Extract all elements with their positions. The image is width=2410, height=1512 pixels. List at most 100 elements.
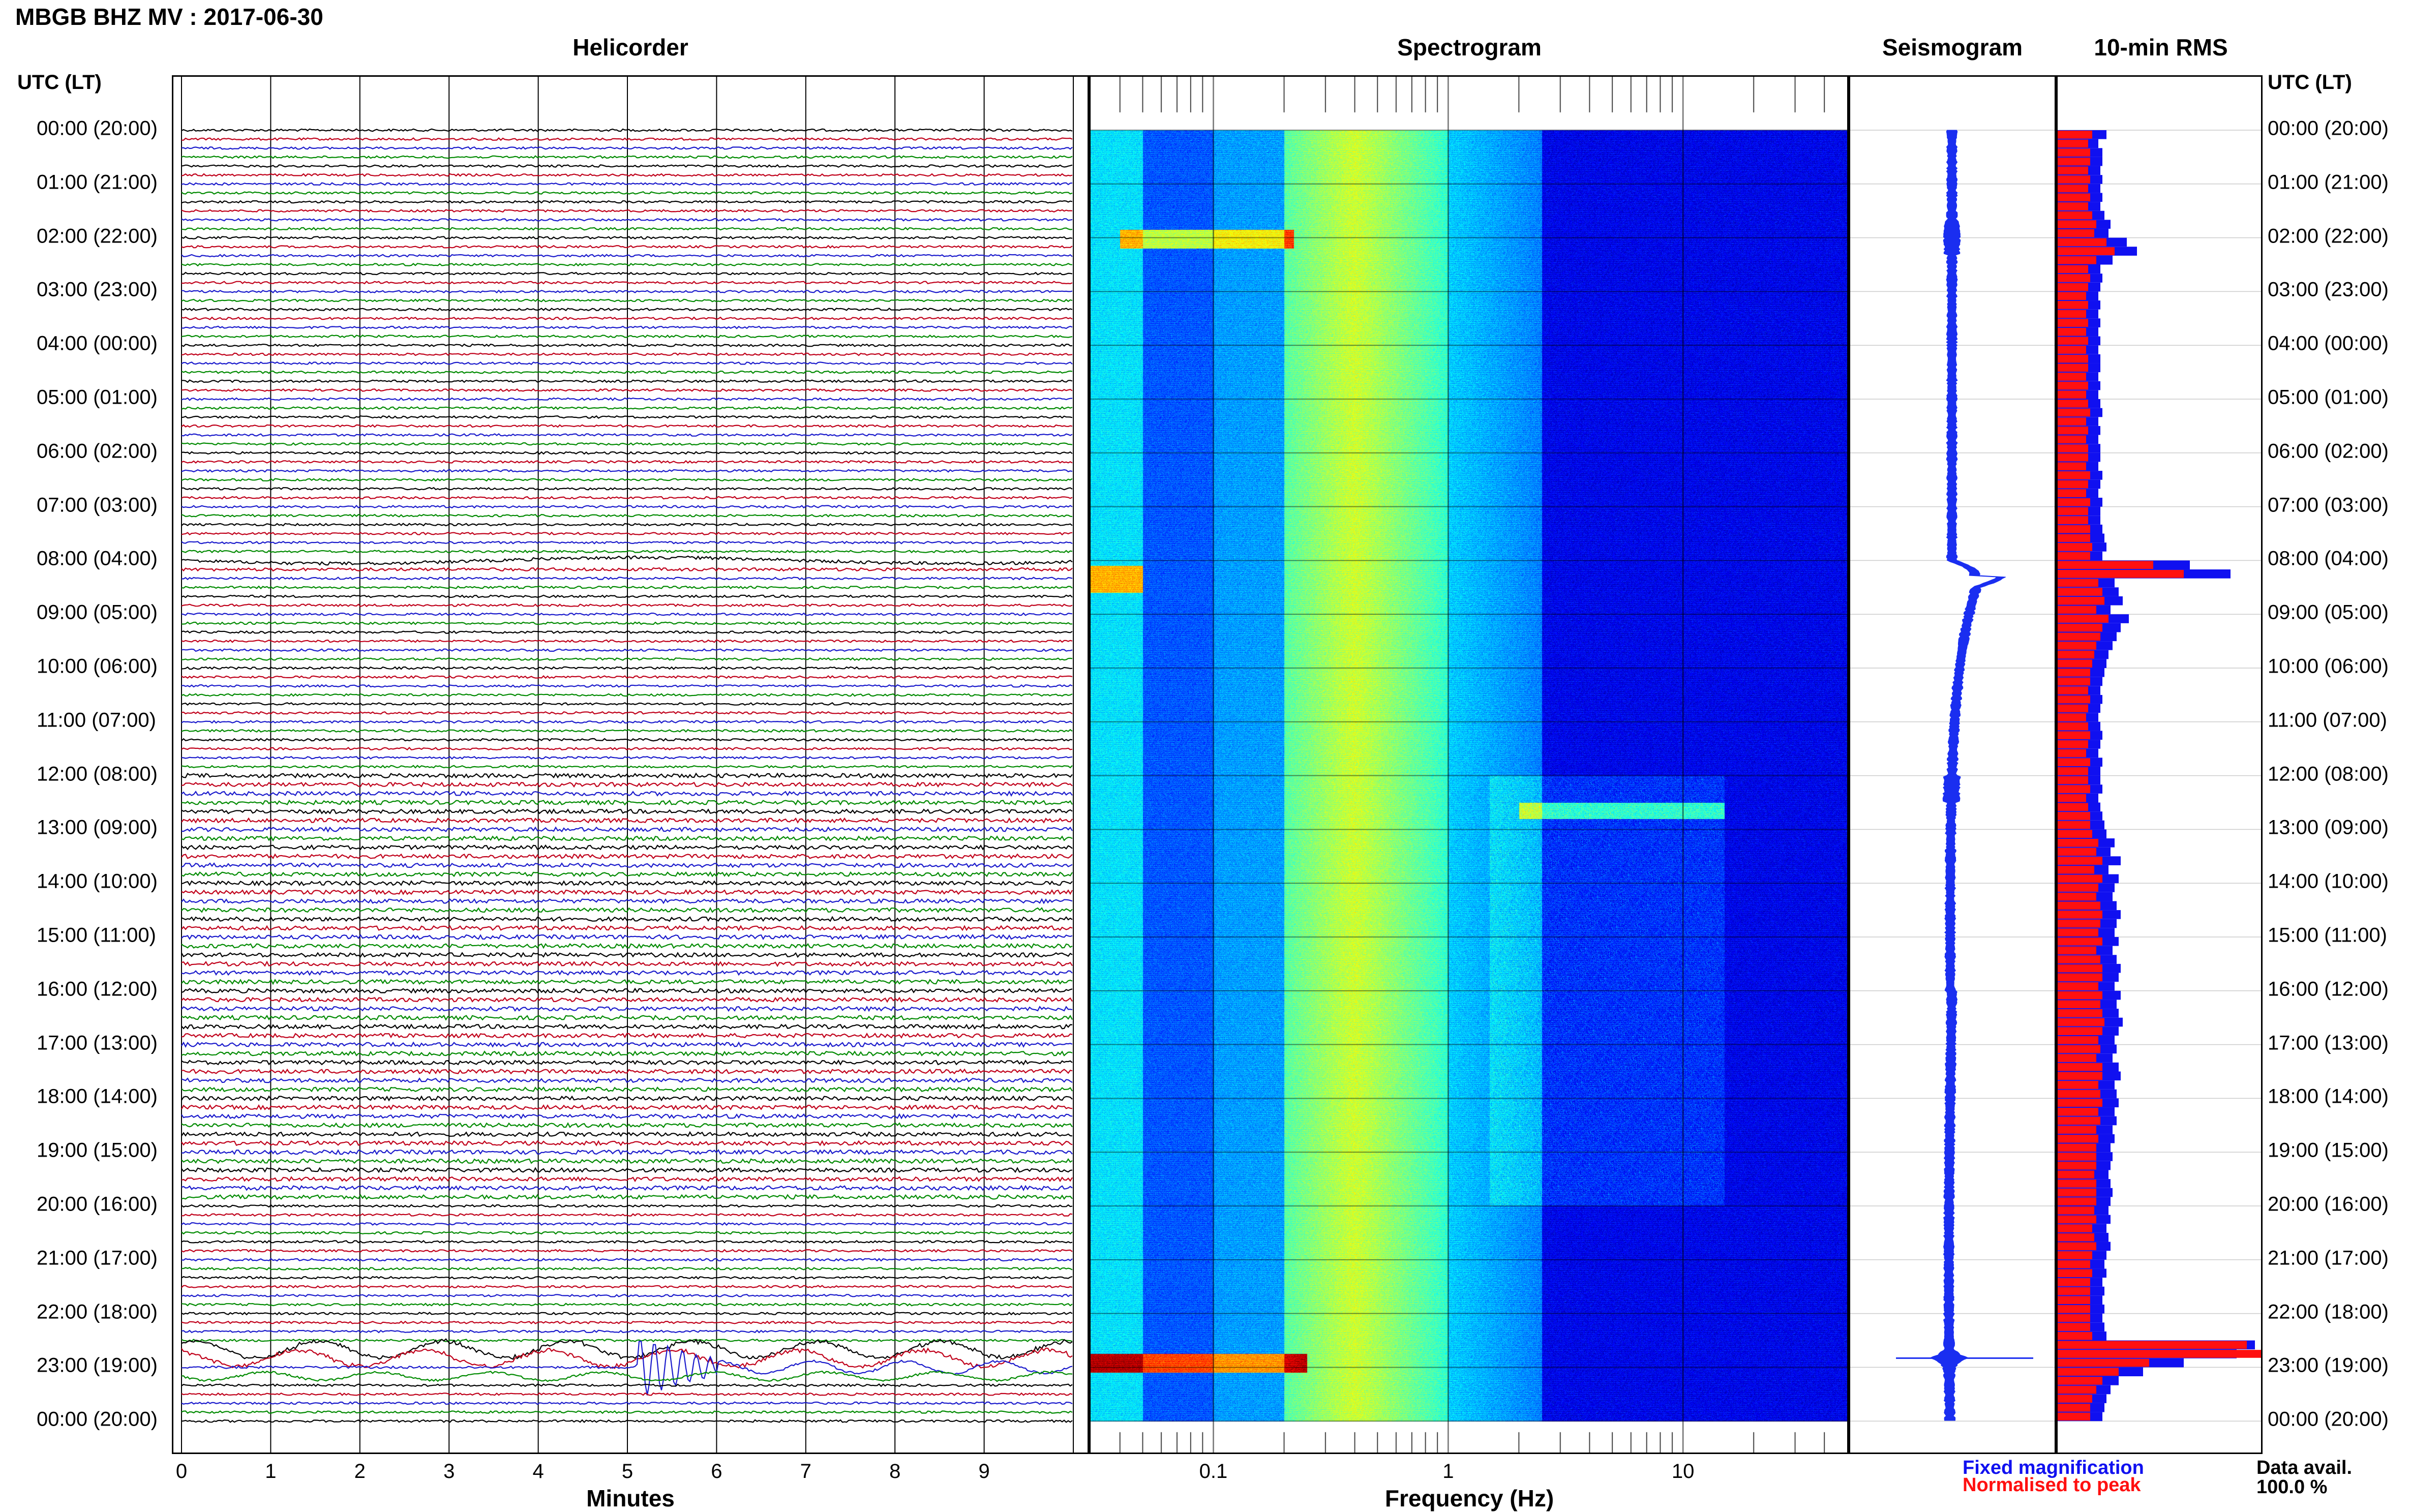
rms-bar-normalised	[2058, 669, 2090, 677]
time-label-right: 23:00 (19:00)	[2268, 1354, 2389, 1377]
rms-bar-normalised	[2058, 552, 2090, 560]
helicorder-trace	[181, 379, 1073, 383]
rms-bar-normalised	[2058, 561, 2153, 569]
rms-bar-normalised	[2058, 1305, 2090, 1313]
rms-bar-normalised	[2058, 247, 2115, 255]
helicorder-x-axis-title: Minutes	[586, 1485, 675, 1511]
seismogram-title: Seismogram	[1882, 34, 2023, 61]
helicorder-trace	[181, 1340, 1073, 1396]
rms-bar-normalised	[2058, 417, 2086, 426]
rms-bar-normalised	[2058, 588, 2102, 596]
rms-plot	[2058, 130, 2261, 1422]
helicorder-trace	[181, 191, 1073, 195]
rms-bar-normalised	[2058, 1081, 2098, 1089]
helicorder-trace	[181, 1023, 1073, 1030]
rms-bar-normalised	[2058, 1188, 2096, 1197]
rms-bar-normalised	[2058, 1278, 2090, 1286]
time-label-right: 13:00 (09:00)	[2268, 816, 2389, 839]
helicorder-title: Helicorder	[573, 34, 688, 61]
time-label-right: 09:00 (05:00)	[2268, 601, 2389, 624]
helicorder-trace	[181, 316, 1073, 320]
helicorder-trace	[181, 1311, 1073, 1316]
rms-bar-normalised	[2058, 238, 2106, 247]
helicorder-trace	[181, 1370, 1073, 1382]
time-label-right: 12:00 (08:00)	[2268, 763, 2389, 785]
helicorder-trace	[182, 577, 1073, 581]
helicorder-trace	[181, 1239, 1073, 1244]
helicorder-trace	[181, 657, 1073, 661]
time-label-right: 18:00 (14:00)	[2268, 1085, 2389, 1108]
helicorder-trace	[181, 415, 1073, 419]
rms-bar-normalised	[2058, 354, 2088, 363]
helicorder-trace	[181, 478, 1073, 482]
time-label-left: 09:00 (05:00)	[37, 601, 158, 624]
helicorder-trace	[181, 209, 1073, 213]
rms-bar-normalised	[2058, 1045, 2100, 1053]
helicorder-trace	[181, 1303, 1073, 1307]
rms-bar-normalised	[2058, 435, 2086, 444]
helicorder-trace	[181, 1276, 1073, 1280]
helicorder-trace	[181, 729, 1073, 733]
helicorder-trace	[181, 1410, 1073, 1414]
rms-bar-normalised	[2058, 1126, 2096, 1134]
rms-bar-normalised	[2058, 283, 2088, 291]
helicorder-trace	[181, 790, 1073, 797]
helicorder-trace	[181, 555, 1073, 566]
helicorder-trace	[181, 469, 1073, 473]
helicorder-trace	[181, 684, 1073, 688]
helicorder-trace	[181, 281, 1073, 285]
helicorder-trace	[181, 808, 1073, 815]
rms-bar-normalised	[2058, 579, 2098, 587]
time-label-left: 22:00 (18:00)	[37, 1301, 158, 1323]
helicorder-trace	[181, 352, 1073, 356]
helicorder-trace	[181, 388, 1073, 392]
rms-bar-normalised	[2058, 776, 2088, 784]
rms-bar-normalised	[2058, 677, 2090, 686]
rms-bar-normalised	[2058, 606, 2096, 614]
rms-bar-normalised	[2058, 220, 2096, 228]
helicorder-trace	[181, 442, 1073, 446]
rms-bar-normalised	[2058, 1099, 2102, 1107]
helicorder-trace	[181, 1401, 1073, 1405]
helicorder-trace	[181, 1194, 1073, 1200]
rms-bar-normalised	[2058, 157, 2090, 166]
helicorder-trace	[181, 334, 1073, 339]
helicorder-x-tick: 1	[265, 1460, 277, 1483]
time-label-left: 03:00 (23:00)	[37, 278, 158, 301]
rms-bar-normalised	[2058, 193, 2090, 202]
helicorder-trace	[181, 781, 1073, 788]
helicorder-trace	[181, 1204, 1073, 1208]
rms-bar-normalised	[2058, 570, 2184, 578]
time-label-left: 14:00 (10:00)	[37, 870, 158, 893]
rms-bar-normalised	[2058, 1090, 2100, 1098]
rms-bar-normalised	[2058, 803, 2088, 811]
time-label-left: 11:00 (07:00)	[37, 709, 156, 732]
rms-bar-normalised	[2058, 1412, 2090, 1421]
rms-bar-normalised	[2058, 390, 2086, 399]
helicorder-trace	[181, 978, 1073, 985]
time-label-right: 19:00 (15:00)	[2268, 1139, 2389, 1162]
rms-bar-normalised	[2058, 1395, 2092, 1403]
helicorder-trace	[181, 1113, 1073, 1120]
rms-bar-normalised	[2058, 615, 2108, 623]
time-label-left: 06:00 (02:00)	[37, 440, 158, 463]
helicorder-x-tick: 2	[354, 1460, 366, 1483]
helicorder-trace	[181, 460, 1073, 464]
rms-bar-normalised	[2058, 453, 2088, 462]
time-label-left: 12:00 (08:00)	[37, 763, 158, 785]
helicorder-trace	[181, 1158, 1073, 1164]
seismogram-trace	[1929, 130, 2006, 1421]
helicorder-plot	[181, 77, 1074, 1453]
helicorder-trace	[181, 1213, 1073, 1217]
rms-bar-normalised	[2058, 731, 2090, 740]
helicorder-trace	[181, 1050, 1073, 1057]
rms-bar-normalised	[2058, 1233, 2094, 1242]
rms-bar-normalised	[2058, 1215, 2096, 1224]
helicorder-trace	[181, 227, 1073, 231]
rms-bar-normalised	[2058, 1054, 2096, 1062]
helicorder-trace	[181, 361, 1073, 366]
time-label-left: 00:00 (20:00)	[37, 1408, 158, 1431]
rms-bar-normalised	[2058, 857, 2102, 865]
rms-bar-normalised	[2058, 821, 2090, 829]
rms-bar-normalised	[2058, 1161, 2096, 1170]
